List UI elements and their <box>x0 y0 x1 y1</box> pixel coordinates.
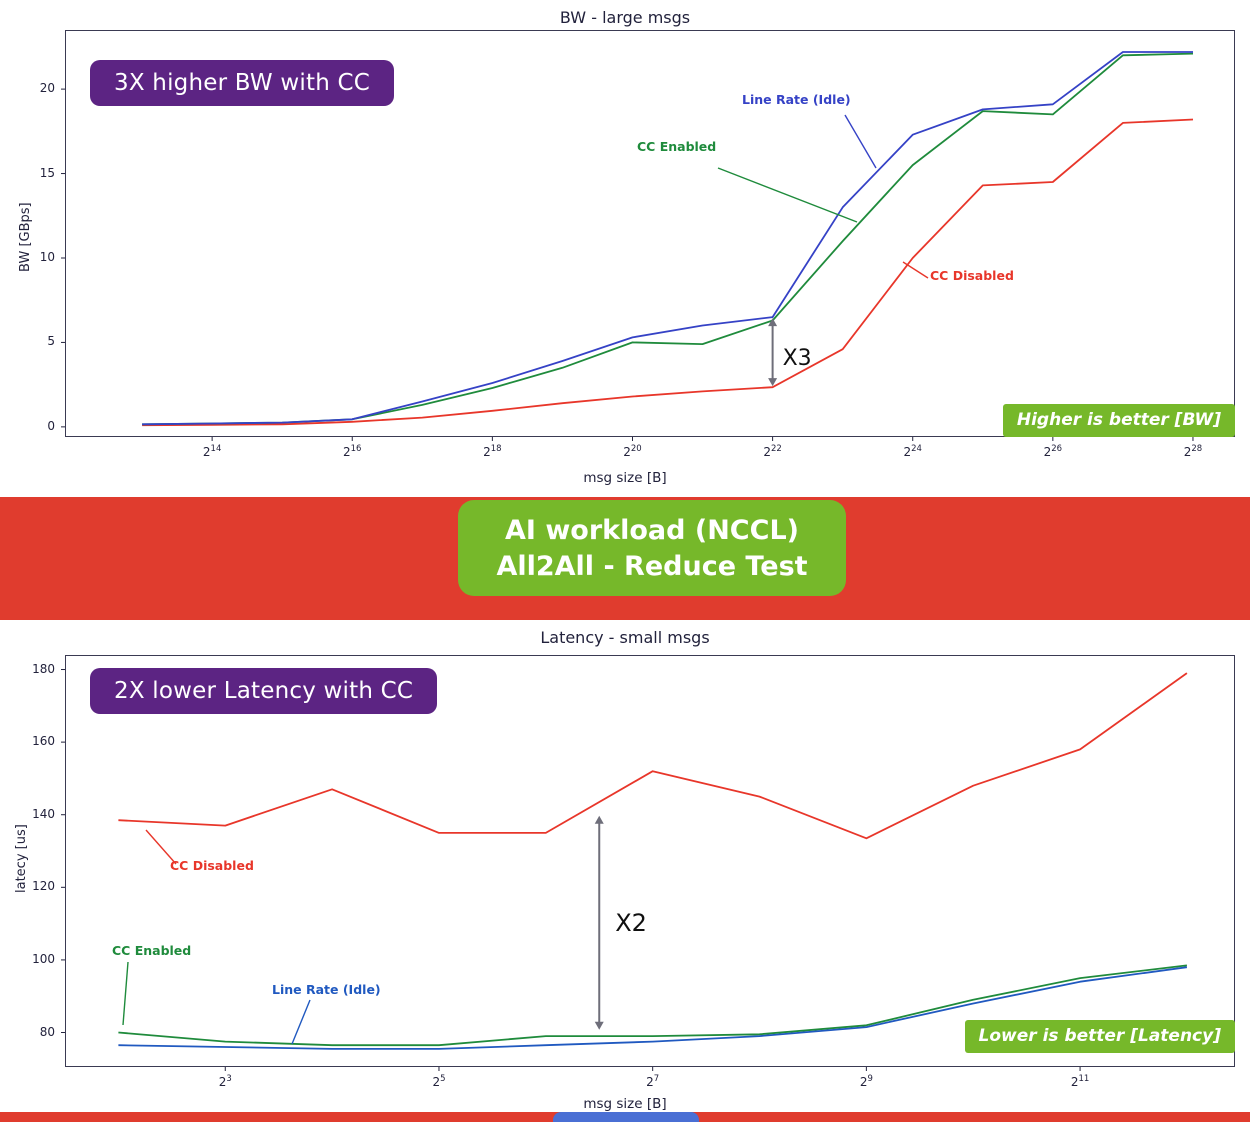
x-tick-label: 222 <box>763 444 782 459</box>
x-tick-label: 220 <box>623 444 642 459</box>
lower-is-better-badge: Lower is better [Latency] <box>964 1020 1235 1053</box>
x-tick-label: 226 <box>1043 444 1063 459</box>
latency-callout-text: 2X lower Latency with CC <box>114 678 414 704</box>
cc-disabled-series-label: CC Disabled <box>930 268 1014 283</box>
next-slide-peek <box>553 1112 699 1122</box>
latency-chart-panel: Latency - small msgs latecy [us] 2X lowe… <box>0 620 1250 1112</box>
higher-is-better-badge: Higher is better [BW] <box>1002 404 1235 437</box>
y-tick-label: 5 <box>47 334 55 349</box>
x-tick-label: 25 <box>432 1074 446 1089</box>
x-tick-label: 216 <box>343 444 362 459</box>
x-tick-label: 27 <box>646 1074 660 1089</box>
y-tick-label: 15 <box>39 165 55 180</box>
y-tick-label: 160 <box>32 734 55 749</box>
latency-callout-badge: 2X lower Latency with CC <box>90 668 438 714</box>
cc-enabled-series-label: CC Enabled <box>637 139 717 154</box>
x-tick-label: 23 <box>218 1074 232 1089</box>
y-tick-label: 0 <box>47 418 55 433</box>
cc-disabled-series-label: CC Disabled <box>170 858 254 873</box>
cc-enabled-series-label: CC Enabled <box>112 943 192 958</box>
line-rate-series-label: Line Rate (Idle) <box>742 92 851 107</box>
line-rate-series-label: Line Rate (Idle) <box>272 982 381 997</box>
y-tick-label: 120 <box>32 879 55 894</box>
y-tick-label: 80 <box>39 1024 55 1039</box>
bw-chart-panel: BW - large msgs BW [GBps] 3X higher BW w… <box>0 0 1250 497</box>
x-tick-label: 224 <box>903 444 922 459</box>
x-tick-label: 29 <box>859 1074 873 1089</box>
latency-chart-title: Latency - small msgs <box>540 628 710 647</box>
bw-plot-frame <box>65 30 1235 437</box>
y-tick-label: 10 <box>39 249 55 264</box>
y-tick-label: 20 <box>39 81 55 96</box>
latency-ratio-annotation: X2 <box>615 908 647 937</box>
bw-chart-title: BW - large msgs <box>559 8 691 27</box>
bw-ratio-annotation: X3 <box>782 346 812 372</box>
y-tick-label: 180 <box>32 661 55 676</box>
x-tick-label: 228 <box>1183 444 1203 459</box>
x-tick-label: 218 <box>483 444 502 459</box>
bw-callout-badge: 3X higher BW with CC <box>90 60 395 106</box>
latency-plot-frame <box>65 655 1235 1067</box>
y-tick-label: 140 <box>32 806 55 821</box>
x-tick-label: 214 <box>202 444 222 459</box>
x-tick-label: 211 <box>1070 1074 1090 1089</box>
workload-badge-line1: AI workload (NCCL) <box>505 514 799 546</box>
workload-badge-line2: All2All - Reduce Test <box>496 550 808 582</box>
latency-x-axis-label: msg size [B] <box>583 1096 667 1112</box>
workload-badge: AI workload (NCCL) All2All - Reduce Test <box>458 500 846 596</box>
bw-callout-text: 3X higher BW with CC <box>114 70 371 96</box>
bw-x-axis-label: msg size [B] <box>583 470 667 486</box>
y-tick-label: 100 <box>32 951 55 966</box>
